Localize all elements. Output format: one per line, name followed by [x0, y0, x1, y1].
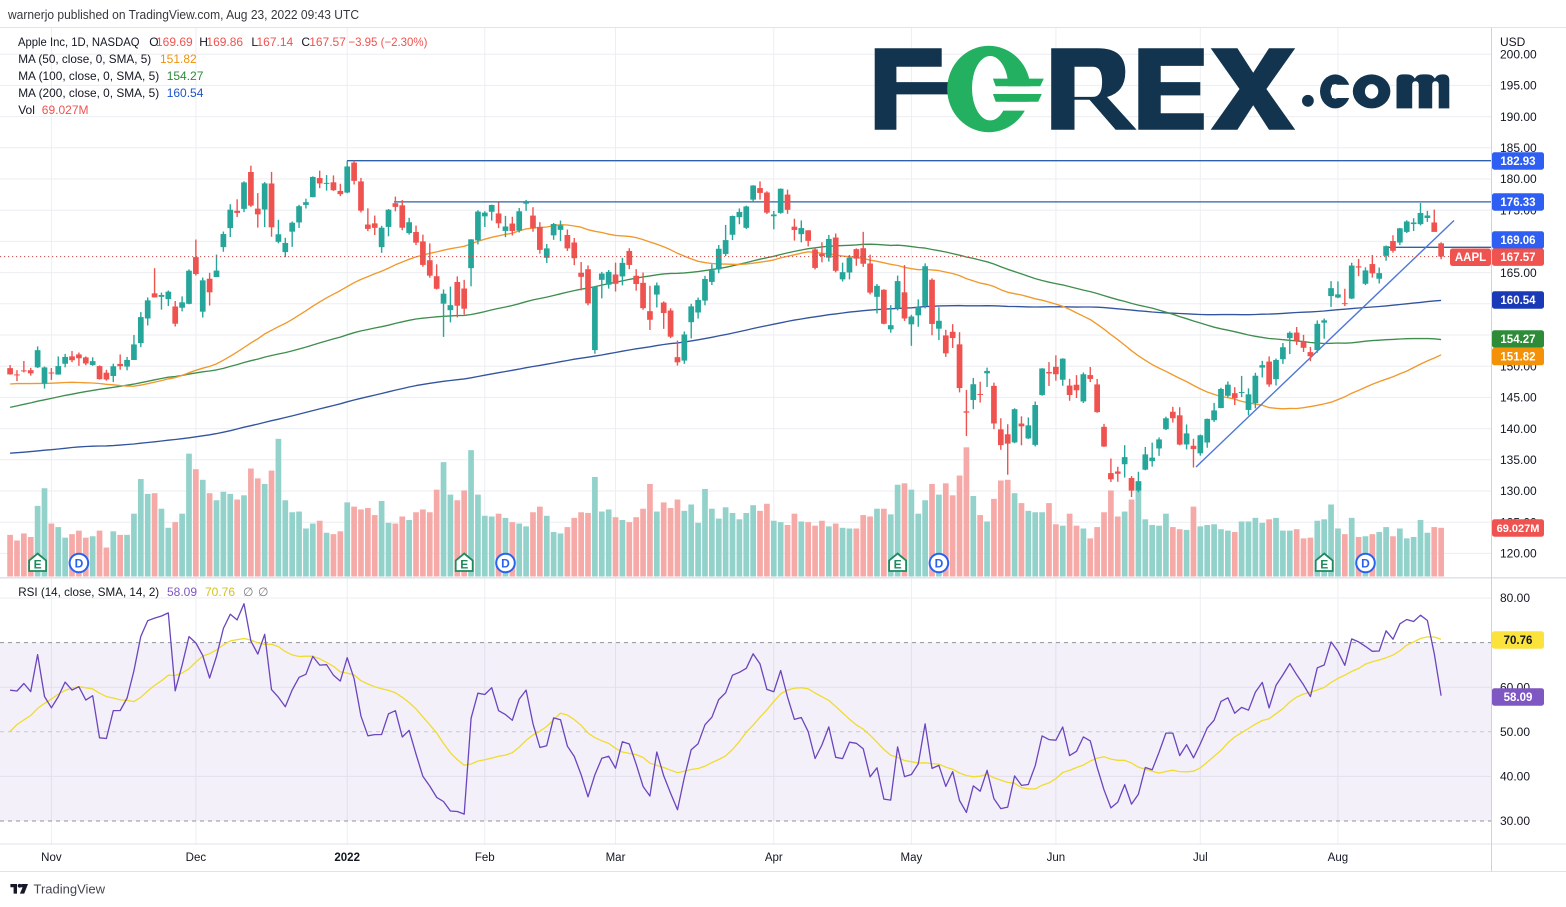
- svg-text:176.33: 176.33: [1500, 197, 1535, 209]
- svg-text:D: D: [1361, 557, 1370, 571]
- svg-text:145.00: 145.00: [1500, 391, 1537, 405]
- svg-text:154.27: 154.27: [1500, 334, 1535, 346]
- svg-text:Dec: Dec: [186, 852, 207, 864]
- svg-text:182.93: 182.93: [1500, 156, 1535, 168]
- svg-text:195.00: 195.00: [1500, 79, 1537, 93]
- svg-text:140.00: 140.00: [1500, 422, 1537, 436]
- svg-text:MA (50, close, 0, SMA, 5)151.8: MA (50, close, 0, SMA, 5) 151.82: [18, 52, 197, 66]
- svg-text:AAPL: AAPL: [1455, 252, 1486, 264]
- svg-text:E: E: [34, 558, 42, 572]
- svg-text:TradingView: TradingView: [34, 882, 106, 897]
- svg-text:160.54: 160.54: [1500, 295, 1536, 307]
- svg-text:69.027M: 69.027M: [1497, 523, 1540, 535]
- svg-text:Jun: Jun: [1047, 852, 1066, 864]
- svg-text:58.09: 58.09: [1504, 692, 1533, 704]
- svg-text:30.00: 30.00: [1500, 814, 1530, 828]
- svg-text:40.00: 40.00: [1500, 770, 1530, 784]
- svg-text:D: D: [501, 557, 510, 571]
- svg-text:Nov: Nov: [41, 852, 62, 864]
- svg-text:130.00: 130.00: [1500, 484, 1537, 498]
- svg-text:185.00: 185.00: [1500, 141, 1537, 155]
- svg-text:2022: 2022: [334, 852, 360, 864]
- svg-text:169.06: 169.06: [1500, 235, 1535, 247]
- svg-text:Jul: Jul: [1193, 852, 1208, 864]
- svg-text:200.00: 200.00: [1500, 47, 1537, 61]
- svg-text:135.00: 135.00: [1500, 453, 1537, 467]
- svg-text:RSI (14, close, SMA, 14, 2)58.: RSI (14, close, SMA, 14, 2) 58.09 70.76 ∅ ∅: [18, 585, 268, 599]
- svg-text:Feb: Feb: [475, 852, 495, 864]
- svg-text:E: E: [460, 558, 468, 572]
- svg-text:167.57: 167.57: [1500, 252, 1535, 264]
- svg-text:USD: USD: [1500, 35, 1526, 49]
- svg-text:E: E: [894, 558, 902, 572]
- svg-text:190.00: 190.00: [1500, 110, 1537, 124]
- svg-text:165.00: 165.00: [1500, 266, 1537, 280]
- svg-text:E: E: [1320, 558, 1328, 572]
- svg-text:70.76: 70.76: [1504, 635, 1533, 647]
- svg-text:Apr: Apr: [765, 852, 783, 864]
- svg-text:D: D: [75, 557, 84, 571]
- svg-text:Mar: Mar: [606, 852, 626, 864]
- svg-text:warnerjo published on TradingV: warnerjo published on TradingView.com, A…: [7, 7, 359, 22]
- svg-text:May: May: [901, 852, 923, 864]
- svg-text:Aug: Aug: [1328, 852, 1348, 864]
- svg-text:D: D: [935, 557, 944, 571]
- svg-text:180.00: 180.00: [1500, 172, 1537, 186]
- svg-text:MA (200, close, 0, SMA, 5)160.: MA (200, close, 0, SMA, 5) 160.54: [18, 86, 204, 100]
- svg-text:80.00: 80.00: [1500, 591, 1530, 605]
- svg-text:Apple Inc, 1D, NASDAQ: Apple Inc, 1D, NASDAQ: [18, 35, 140, 49]
- svg-text:50.00: 50.00: [1500, 725, 1530, 739]
- svg-text:MA (100, close, 0, SMA, 5)154.: MA (100, close, 0, SMA, 5) 154.27: [18, 69, 204, 83]
- svg-text:151.82: 151.82: [1500, 352, 1535, 364]
- svg-text:120.00: 120.00: [1500, 547, 1537, 561]
